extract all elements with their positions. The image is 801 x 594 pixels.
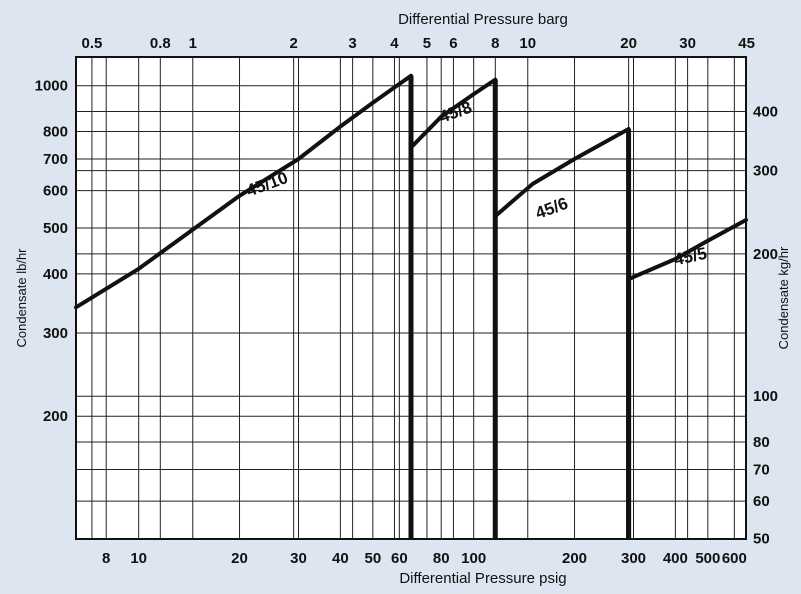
x-tick-label-top: 8 xyxy=(491,35,499,52)
x-tick-label-top: 6 xyxy=(449,35,457,52)
x-axis-title-top: Differential Pressure barg xyxy=(398,11,568,28)
x-tick-label-top: 3 xyxy=(348,35,356,52)
y-tick-label-right: 80 xyxy=(753,434,770,451)
series-line xyxy=(493,127,631,219)
x-tick-label-bottom: 8 xyxy=(102,550,110,567)
x-tick-label-top: 4 xyxy=(390,35,399,52)
y-tick-label-right: 400 xyxy=(753,104,778,121)
y-tick-label-right: 100 xyxy=(753,388,778,405)
y-tick-label-left: 200 xyxy=(43,408,68,425)
tick-label-layer: 0.5 0.8 1 2 3 4 5 6 8 10 20 30 458 10 20 30 40 50 60 80 100 2… xyxy=(35,35,778,567)
x-axis-title-bottom: Differential Pressure psig xyxy=(399,570,566,587)
y-tick-label-left: 800 xyxy=(43,124,68,141)
series-line xyxy=(409,77,498,150)
y-tick-label-right: 70 xyxy=(753,461,770,478)
x-tick-label-top: 20 xyxy=(620,35,637,52)
y-axis-title-left: Condensate lb/hr xyxy=(14,248,29,348)
x-tick-label-bottom: 60 xyxy=(391,550,408,567)
y-tick-label-left: 700 xyxy=(43,151,68,168)
plot-frame xyxy=(75,56,747,540)
x-tick-label-bottom: 40 xyxy=(332,550,349,567)
x-tick-label-bottom: 80 xyxy=(433,550,450,567)
y-axis-title-right: Condensate kg/hr xyxy=(776,246,791,349)
x-tick-label-bottom: 600 xyxy=(722,550,747,567)
x-tick-label-bottom: 10 xyxy=(130,550,147,567)
y-tick-label-left: 500 xyxy=(43,220,68,237)
x-tick-label-top: 0.8 xyxy=(150,35,171,52)
y-tick-label-right: 200 xyxy=(753,246,778,263)
series-line xyxy=(626,218,748,282)
x-tick-label-top: 45 xyxy=(738,35,755,52)
x-tick-label-top: 30 xyxy=(679,35,696,52)
x-tick-label-top: 0.5 xyxy=(81,35,102,52)
x-tick-label-bottom: 500 xyxy=(695,550,720,567)
x-tick-label-top: 2 xyxy=(289,35,297,52)
x-tick-label-bottom: 30 xyxy=(290,550,307,567)
x-tick-label-top: 5 xyxy=(423,35,431,52)
y-tick-label-right: 60 xyxy=(753,493,770,510)
y-tick-label-left: 600 xyxy=(43,183,68,200)
y-tick-label-left: 400 xyxy=(43,266,68,283)
y-tick-label-right: 300 xyxy=(753,163,778,180)
x-tick-label-top: 1 xyxy=(189,35,197,52)
x-tick-label-bottom: 200 xyxy=(562,550,587,567)
y-tick-label-left: 300 xyxy=(43,325,68,342)
x-tick-label-bottom: 20 xyxy=(231,550,248,567)
y-tick-label-right: 50 xyxy=(753,531,770,548)
x-tick-label-top: 10 xyxy=(519,35,536,52)
x-tick-label-bottom: 50 xyxy=(364,550,381,567)
x-tick-label-bottom: 300 xyxy=(621,550,646,567)
series-line xyxy=(74,73,413,310)
x-tick-label-bottom: 100 xyxy=(461,550,486,567)
y-tick-label-left: 1000 xyxy=(35,78,68,95)
x-tick-label-bottom: 400 xyxy=(663,550,688,567)
